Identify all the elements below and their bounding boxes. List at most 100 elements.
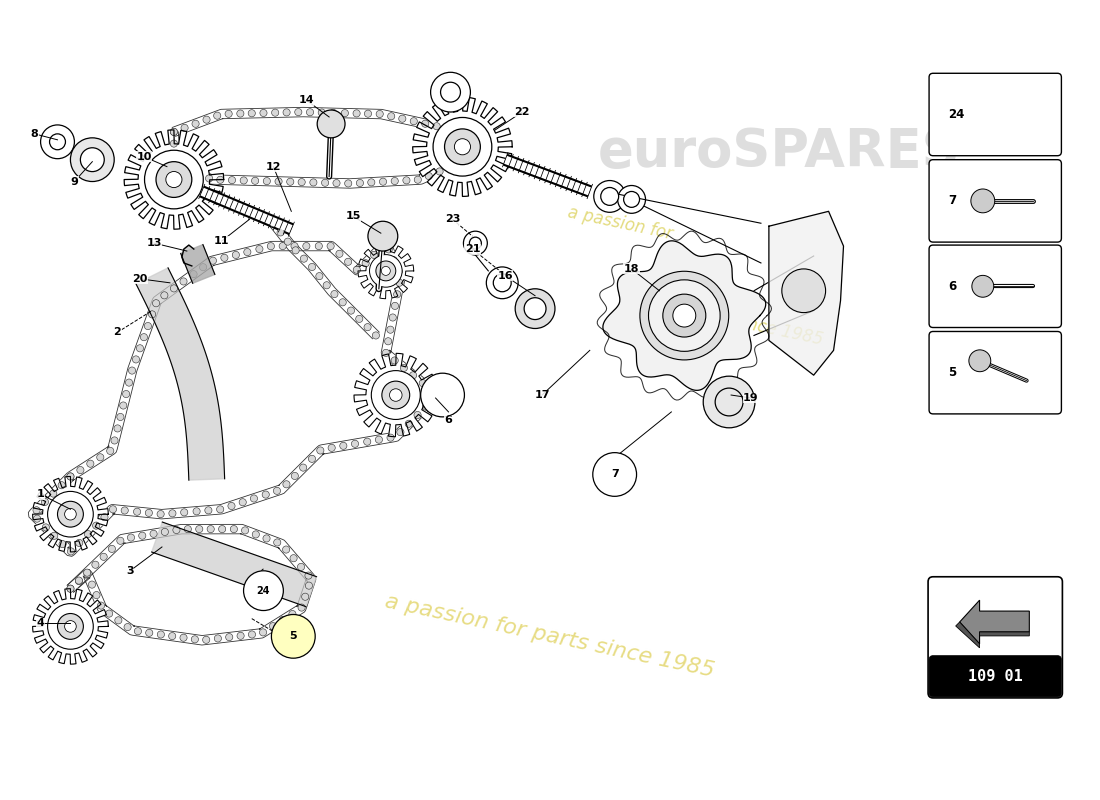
- Circle shape: [422, 403, 429, 410]
- Circle shape: [87, 460, 94, 467]
- Circle shape: [232, 251, 240, 258]
- Circle shape: [170, 128, 177, 135]
- Circle shape: [387, 113, 395, 120]
- Circle shape: [382, 381, 409, 409]
- Circle shape: [486, 267, 518, 298]
- Circle shape: [190, 270, 197, 278]
- Circle shape: [356, 179, 363, 186]
- Circle shape: [310, 179, 317, 186]
- Circle shape: [663, 294, 706, 337]
- Text: euroSPARES: euroSPARES: [597, 126, 960, 178]
- Circle shape: [353, 110, 360, 117]
- Circle shape: [459, 148, 466, 155]
- Circle shape: [400, 364, 407, 371]
- Circle shape: [145, 630, 153, 637]
- Circle shape: [272, 614, 316, 658]
- Circle shape: [455, 127, 463, 134]
- Circle shape: [101, 514, 108, 521]
- Circle shape: [283, 109, 290, 116]
- Circle shape: [396, 279, 403, 286]
- Circle shape: [229, 177, 235, 184]
- Circle shape: [441, 82, 461, 102]
- Circle shape: [297, 563, 305, 570]
- FancyBboxPatch shape: [930, 331, 1062, 414]
- Circle shape: [156, 162, 191, 198]
- Circle shape: [219, 526, 225, 533]
- Circle shape: [327, 242, 334, 250]
- Text: 12: 12: [266, 162, 282, 172]
- Circle shape: [76, 539, 82, 546]
- Circle shape: [207, 526, 215, 533]
- Circle shape: [88, 581, 96, 588]
- Circle shape: [262, 491, 270, 498]
- Text: 24: 24: [256, 586, 271, 596]
- Circle shape: [122, 390, 130, 398]
- Text: 16: 16: [497, 271, 513, 281]
- Circle shape: [459, 137, 466, 144]
- Circle shape: [594, 181, 626, 212]
- Circle shape: [279, 242, 286, 250]
- Circle shape: [421, 120, 429, 127]
- Circle shape: [166, 171, 182, 187]
- Text: 9: 9: [70, 177, 78, 186]
- Circle shape: [376, 261, 396, 281]
- Circle shape: [270, 220, 277, 227]
- Polygon shape: [412, 97, 513, 197]
- Polygon shape: [956, 622, 1030, 648]
- Text: since 1985: since 1985: [733, 312, 825, 349]
- Circle shape: [331, 290, 338, 298]
- Circle shape: [305, 572, 312, 579]
- Circle shape: [299, 464, 307, 471]
- Circle shape: [375, 436, 383, 443]
- Circle shape: [376, 110, 383, 118]
- Circle shape: [144, 322, 152, 330]
- Polygon shape: [136, 268, 224, 480]
- Circle shape: [306, 582, 312, 590]
- Circle shape: [367, 178, 375, 186]
- Circle shape: [389, 314, 396, 321]
- Circle shape: [108, 546, 115, 553]
- Circle shape: [362, 260, 370, 267]
- Circle shape: [431, 394, 438, 402]
- Circle shape: [392, 178, 398, 185]
- Circle shape: [173, 526, 180, 534]
- Circle shape: [715, 388, 742, 416]
- FancyBboxPatch shape: [928, 577, 1063, 698]
- Circle shape: [409, 372, 417, 379]
- Circle shape: [624, 191, 639, 207]
- Circle shape: [969, 350, 991, 372]
- Circle shape: [298, 604, 305, 611]
- Circle shape: [274, 539, 280, 546]
- Text: 19: 19: [744, 393, 759, 403]
- Text: 6: 6: [948, 280, 956, 293]
- Text: 8: 8: [31, 129, 38, 139]
- Circle shape: [180, 634, 187, 642]
- Circle shape: [136, 345, 144, 352]
- Circle shape: [330, 110, 337, 116]
- Circle shape: [252, 531, 260, 538]
- Circle shape: [75, 577, 82, 584]
- Circle shape: [148, 310, 156, 318]
- Circle shape: [392, 357, 398, 364]
- FancyBboxPatch shape: [930, 245, 1062, 327]
- Text: a passion for: a passion for: [565, 203, 674, 243]
- Circle shape: [100, 554, 107, 560]
- Circle shape: [192, 120, 199, 127]
- Circle shape: [182, 124, 188, 131]
- Circle shape: [301, 593, 309, 600]
- Circle shape: [344, 258, 352, 266]
- Circle shape: [92, 522, 100, 530]
- Circle shape: [128, 534, 134, 541]
- Circle shape: [287, 178, 294, 186]
- Circle shape: [243, 571, 284, 610]
- Circle shape: [76, 578, 82, 585]
- Circle shape: [328, 444, 336, 451]
- Circle shape: [364, 110, 372, 118]
- Circle shape: [321, 179, 329, 186]
- Circle shape: [341, 110, 349, 117]
- Circle shape: [344, 180, 352, 187]
- Circle shape: [275, 178, 282, 185]
- Circle shape: [419, 379, 427, 386]
- Text: 24: 24: [948, 108, 965, 121]
- Text: 7: 7: [948, 194, 956, 207]
